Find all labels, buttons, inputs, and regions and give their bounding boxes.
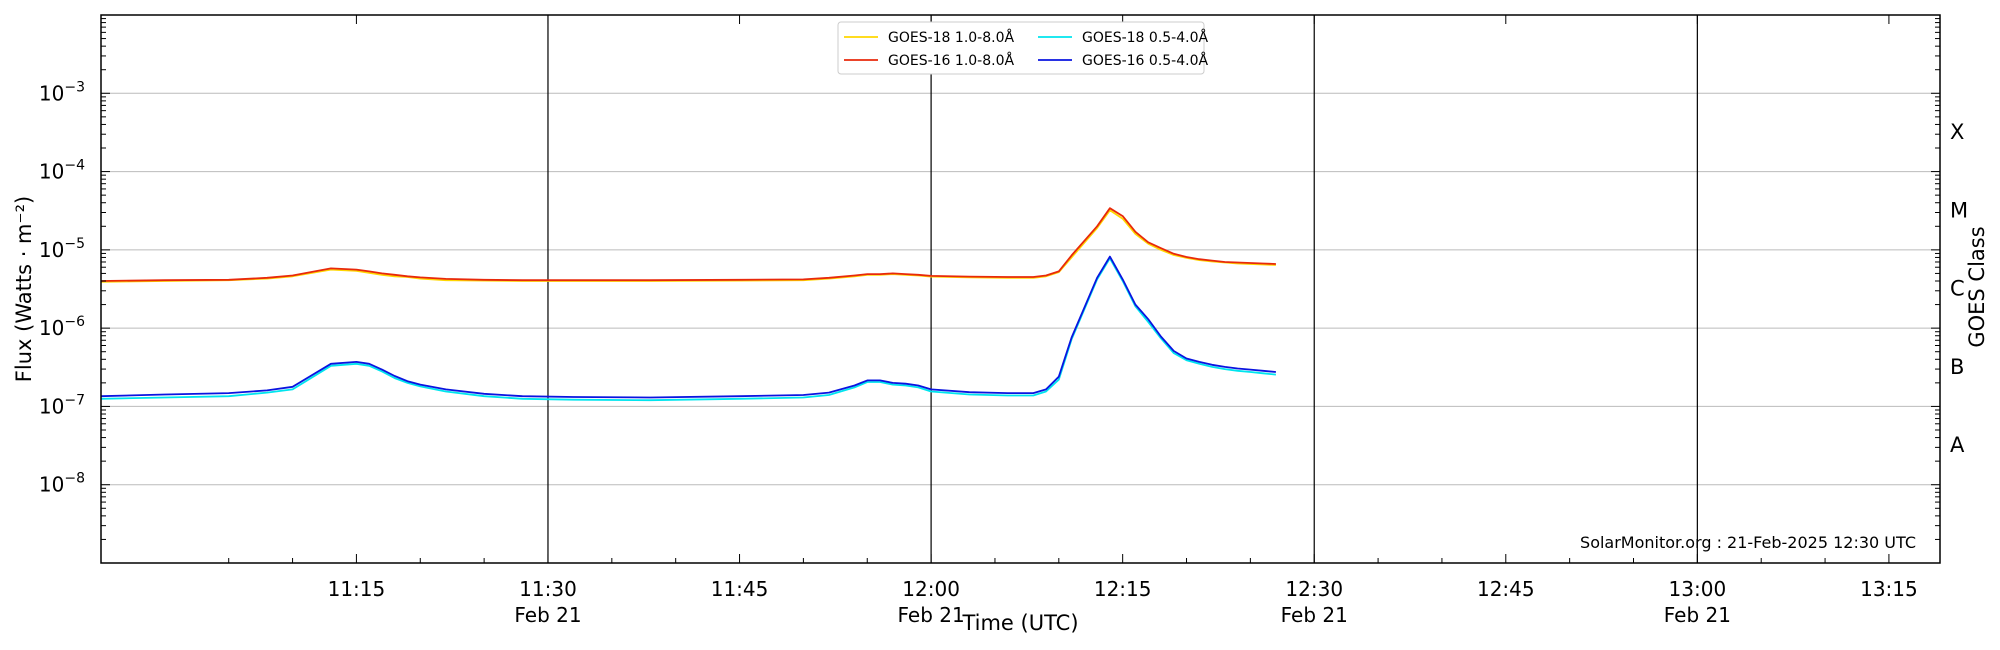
goes-class-label-C: C xyxy=(1950,277,1965,301)
legend-box xyxy=(837,21,1205,75)
goes-class-label-A: A xyxy=(1950,433,1965,457)
x-tick-label: 13:15 xyxy=(1860,577,1918,601)
y-tick-base: 10 xyxy=(39,316,64,340)
x-tick-label: 12:00 xyxy=(902,577,960,601)
y-tick-label: 10−5 xyxy=(39,236,85,262)
grid-layer xyxy=(101,92,1940,486)
y-tick-exponent: −6 xyxy=(64,314,85,330)
series-line-1 xyxy=(100,207,1276,282)
x-tick-date-label: Feb 21 xyxy=(514,603,581,627)
goes-class-label-M: M xyxy=(1950,198,1968,222)
vline-layer xyxy=(547,15,1698,563)
x-tick-label: 12:45 xyxy=(1477,577,1535,601)
x-tick-date-label: Feb 21 xyxy=(1281,603,1348,627)
y-tick-label: 10−4 xyxy=(39,158,85,184)
y-tick-exponent: −8 xyxy=(64,471,85,487)
y-tick-base: 10 xyxy=(39,473,64,497)
goes-class-labels: A B C M X xyxy=(1950,120,1968,457)
legend-label-1: GOES-16 1.0-8.0Å xyxy=(888,52,1014,69)
y-tick-labels: 10−810−710−610−510−410−3 xyxy=(39,79,85,496)
goes-class-axis-title: GOES Class xyxy=(1965,226,1989,347)
x-tick-label: 11:30 xyxy=(519,577,577,601)
series-line-0 xyxy=(100,209,1276,283)
x-tick-date-label: Feb 21 xyxy=(897,603,964,627)
legend-label-2: GOES-18 0.5-4.0Å xyxy=(1082,29,1208,46)
x-axis-title: Time (UTC) xyxy=(961,611,1078,635)
y-tick-label: 10−7 xyxy=(39,392,85,418)
y-tick-exponent: −3 xyxy=(64,79,85,95)
plot-frame xyxy=(100,14,1941,564)
x-tick-label: 11:15 xyxy=(328,577,386,601)
legend: GOES-18 1.0-8.0Å GOES-16 1.0-8.0Å GOES-18 … xyxy=(837,21,1208,75)
x-tick-label: 12:15 xyxy=(1094,577,1152,601)
y-tick-exponent: −7 xyxy=(64,392,85,408)
tick-layer xyxy=(100,15,1940,564)
x-tick-label: 11:45 xyxy=(711,577,769,601)
y-tick-exponent: −5 xyxy=(64,236,85,252)
x-tick-label: 12:30 xyxy=(1285,577,1343,601)
x-tick-date-label: Feb 21 xyxy=(1664,603,1731,627)
goes-class-label-X: X xyxy=(1950,120,1964,144)
series-line-3 xyxy=(100,255,1276,399)
legend-label-3: GOES-16 0.5-4.0Å xyxy=(1082,52,1208,69)
series-layer xyxy=(100,207,1276,402)
y-tick-base: 10 xyxy=(39,160,64,184)
legend-label-0: GOES-18 1.0-8.0Å xyxy=(888,29,1014,46)
goes-class-label-B: B xyxy=(1950,355,1964,379)
x-tick-label: 13:00 xyxy=(1669,577,1727,601)
y-tick-base: 10 xyxy=(39,81,64,105)
credit-text: SolarMonitor.org : 21-Feb-2025 12:30 UTC xyxy=(1580,533,1916,552)
y-tick-label: 10−3 xyxy=(39,79,85,105)
legend-items: GOES-18 1.0-8.0Å GOES-16 1.0-8.0Å GOES-18 … xyxy=(844,29,1208,69)
y-tick-label: 10−6 xyxy=(39,314,85,340)
series-line-2 xyxy=(100,257,1276,402)
y-axis-title: Flux (Watts · m⁻²) xyxy=(12,196,36,382)
y-tick-exponent: −4 xyxy=(64,158,85,174)
y-tick-base: 10 xyxy=(39,394,64,418)
y-tick-label: 10−8 xyxy=(39,471,85,497)
y-tick-base: 10 xyxy=(39,238,64,262)
